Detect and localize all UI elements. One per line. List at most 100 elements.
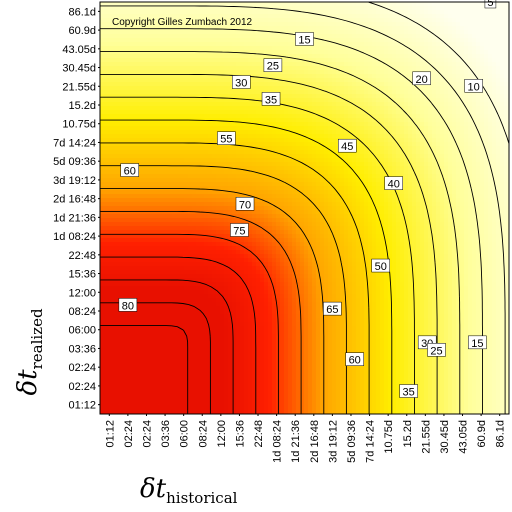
heat-cell (148, 130, 153, 135)
heat-cell (312, 146, 317, 151)
heat-cell (176, 146, 181, 151)
heat-cell (356, 158, 361, 163)
heat-cell (300, 106, 305, 111)
heat-cell (408, 74, 413, 79)
heat-cell (316, 66, 321, 71)
heat-cell (360, 158, 365, 163)
heat-cell (280, 170, 285, 175)
heat-cell (100, 62, 105, 67)
heat-cell (384, 10, 389, 15)
heat-cell (108, 178, 113, 183)
heat-cell (280, 6, 285, 11)
heat-cell (116, 106, 121, 111)
heat-cell (420, 130, 425, 135)
heat-cell (260, 38, 265, 43)
heat-cell (308, 22, 313, 27)
heat-cell (468, 54, 473, 59)
heat-cell (172, 86, 177, 91)
heat-cell (316, 106, 321, 111)
heat-cell (412, 122, 417, 127)
heat-cell (116, 130, 121, 135)
heat-cell (452, 150, 457, 155)
heat-cell (212, 150, 217, 155)
heat-cell (276, 82, 281, 87)
heat-cell (444, 166, 449, 171)
heat-cell (428, 162, 433, 167)
heat-cell (168, 22, 173, 27)
heat-cell (144, 194, 149, 199)
heat-cell (480, 6, 485, 11)
heat-cell (204, 82, 209, 87)
heat-cell (500, 134, 505, 139)
heat-cell (104, 94, 109, 99)
heat-cell (144, 86, 149, 91)
heat-cell (396, 18, 401, 23)
heat-cell (464, 102, 469, 107)
heat-cell (480, 50, 485, 55)
heat-cell (316, 138, 321, 143)
heat-cell (376, 110, 381, 115)
heat-cell (452, 38, 457, 43)
heat-cell (180, 142, 185, 147)
heat-cell (496, 158, 501, 163)
heat-cell (260, 46, 265, 51)
heat-cell (428, 6, 433, 11)
heat-cell (264, 46, 269, 51)
heat-cell (384, 66, 389, 71)
heat-cell (284, 42, 289, 47)
heat-cell (352, 50, 357, 55)
heat-cell (420, 186, 425, 191)
heat-cell (396, 54, 401, 59)
heat-cell (156, 98, 161, 103)
heat-cell (284, 10, 289, 15)
heat-cell (236, 138, 241, 143)
heat-cell (304, 22, 309, 27)
heat-cell (120, 38, 125, 43)
heat-cell (324, 54, 329, 59)
heat-cell (192, 54, 197, 59)
heat-cell (492, 46, 497, 51)
heat-cell (448, 62, 453, 67)
heat-cell (160, 6, 165, 11)
heat-cell (348, 158, 353, 163)
heat-cell (440, 46, 445, 51)
heat-cell (328, 62, 333, 67)
heat-cell (216, 42, 221, 47)
heat-cell (308, 98, 313, 103)
heat-cell (428, 58, 433, 63)
heat-cell (476, 62, 481, 67)
heat-cell (164, 146, 169, 151)
heat-cell (164, 102, 169, 107)
heat-cell (396, 146, 401, 151)
heat-cell (292, 22, 297, 27)
heat-cell (172, 42, 177, 47)
heat-cell (388, 54, 393, 59)
heat-cell (268, 162, 273, 167)
heat-cell (388, 118, 393, 123)
heat-cell (260, 158, 265, 163)
heat-cell (344, 34, 349, 39)
heat-cell (264, 174, 269, 179)
heat-cell (392, 126, 397, 131)
heat-cell (124, 190, 129, 195)
heat-cell (372, 170, 377, 175)
heat-cell (492, 130, 497, 135)
heat-cell (248, 118, 253, 123)
heat-cell (464, 74, 469, 79)
heat-cell (244, 2, 249, 7)
heat-cell (284, 78, 289, 83)
heat-cell (224, 186, 229, 191)
heat-cell (484, 58, 489, 63)
heat-cell (424, 162, 429, 167)
heat-cell (136, 34, 141, 39)
heat-cell (472, 138, 477, 143)
heat-cell (248, 174, 253, 179)
heat-cell (148, 50, 153, 55)
heat-cell (428, 106, 433, 111)
heat-cell (244, 38, 249, 43)
heat-cell (168, 98, 173, 103)
heat-cell (256, 86, 261, 91)
heat-cell (144, 170, 149, 175)
heat-cell (176, 110, 181, 115)
heat-cell (176, 86, 181, 91)
